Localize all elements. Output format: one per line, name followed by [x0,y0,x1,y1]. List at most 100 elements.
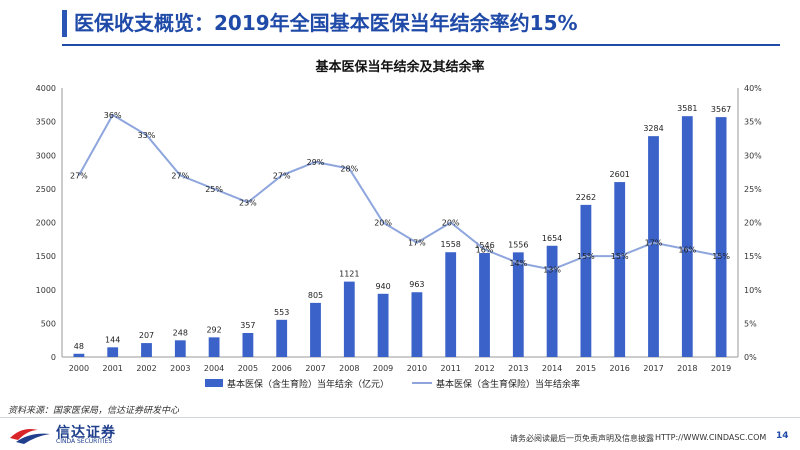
x-tick-label: 2015 [576,364,596,373]
line-value-label: 36% [104,111,122,120]
bar [546,245,558,357]
x-tick-label: 2011 [441,364,461,373]
y-left-tick-label: 2000 [36,219,56,228]
bar-value-label: 805 [308,291,323,300]
line-value-label: 20% [442,219,460,228]
x-tick-label: 2002 [136,364,156,373]
x-tick-label: 2003 [170,364,190,373]
line-value-label: 29% [307,158,325,167]
y-right-tick-label: 25% [744,185,762,194]
y-right-tick-label: 10% [744,286,762,295]
bar-value-label: 1121 [339,270,359,279]
bar [343,281,355,357]
bar [174,340,186,357]
logo-swoosh-icon [10,429,50,444]
bar-value-label: 2262 [576,193,596,202]
y-left-tick-label: 3500 [36,118,56,127]
logo-text-en: CINDA SECURITIES [56,438,113,445]
bar [242,332,254,357]
line-value-label: 23% [239,198,257,207]
rate-line [78,113,722,271]
bar-value-label: 3581 [677,104,697,113]
y-right-tick-label: 5% [744,319,757,328]
x-tick-label: 2006 [272,364,292,373]
bar-value-label: 553 [274,308,289,317]
bar [580,204,592,357]
x-tick-label: 2018 [677,364,697,373]
combo-chart: 0 500 1000 1500 2000 2500 3000 3500 4000 0% 5% 10% 1… [36,84,763,390]
x-tick-label: 2013 [508,364,528,373]
line-value-label: 15% [712,252,730,261]
x-tick-label: 2005 [238,364,258,373]
y-left-tick-label: 3000 [36,151,56,160]
line-value-label: 20% [374,219,392,228]
bar-value-label: 144 [105,335,120,344]
title-underline [62,44,780,46]
line-value-label: 27% [171,171,189,180]
y-right-tick-label: 30% [744,151,762,160]
line-value-label: 14% [509,259,527,268]
source-note: 资料来源：国家医保局，信达证券研发中心 [8,406,180,416]
bar [648,136,659,357]
bar [715,117,727,357]
line-value-label: 27% [70,171,88,180]
x-tick-label: 2017 [643,364,663,373]
line-value-label: 33% [138,131,156,140]
company-logo: 信达证券 CINDA SECURITIES [8,422,138,446]
chart-container: 基本医保当年结余及其结余率 0 500 1000 1500 2000 2500 3000 35… [0,48,800,398]
x-tick-label: 2009 [373,364,393,373]
bar [276,319,288,357]
y-left-tick-label: 4000 [36,84,56,93]
disclaimer-text: 请务必阅读最后一页免责声明及信息披露 [510,434,654,443]
chart-title: 基本医保当年结余及其结余率 [315,60,485,75]
x-tick-label: 2001 [103,364,123,373]
website-link[interactable]: HTTP://WWW.CINDASC.COM [655,433,767,442]
legend-bar-swatch [205,379,223,387]
bar-value-label: 1654 [542,234,562,243]
bar [141,343,152,357]
bar-value-label: 940 [375,282,390,291]
line-value-label: 16% [678,245,696,254]
page-number: 14 [776,431,789,441]
bar [377,293,389,357]
legend-bar-label: 基本医保（含生育险）当年结余（亿元） [227,378,389,390]
bar [107,347,119,357]
bar [310,302,321,357]
x-tick-label: 2010 [407,364,427,373]
y-left-tick-label: 1000 [36,286,56,295]
y-left-tick-label: 0 [51,353,56,362]
y-right-tick-label: 40% [744,84,762,93]
bar-value-label: 248 [173,328,188,337]
bar-value-label: 207 [139,331,154,340]
logo-text-cn: 信达证券 [56,425,116,441]
x-tick-label: 2012 [474,364,494,373]
slide-title: 医保收支概览：2019年全国基本医保当年结余率约15% [74,11,578,35]
y-right-tick-label: 35% [744,118,762,127]
bar [445,252,457,357]
x-tick-label: 2000 [69,364,89,373]
bar-value-label: 2601 [610,170,630,179]
bar [411,292,423,357]
x-tick-label: 2014 [542,364,562,373]
bar [512,252,524,357]
y-left-tick-label: 500 [41,319,56,328]
x-tick-label: 2019 [711,364,731,373]
slide-title-bar: 医保收支概览：2019年全国基本医保当年结余率约15% [62,8,780,46]
bar [479,253,490,357]
y-right-tick-label: 20% [744,219,762,228]
line-value-label: 16% [476,245,494,254]
line-value-label: 28% [340,165,358,174]
line-value-label: 15% [611,252,629,261]
line-value-label: 25% [205,185,223,194]
bar-value-label: 3284 [643,124,663,133]
bar-value-label: 1556 [508,240,528,249]
bar-value-label: 3567 [711,105,731,114]
bar [614,182,626,357]
bar-value-label: 963 [409,280,424,289]
bar [208,337,220,357]
x-tick-label: 2004 [204,364,224,373]
bar-value-label: 1558 [441,240,461,249]
legend-line-label: 基本医保（含生育保险）当年结余率 [436,378,580,390]
line-value-label: 27% [273,171,291,180]
bar [681,116,693,357]
